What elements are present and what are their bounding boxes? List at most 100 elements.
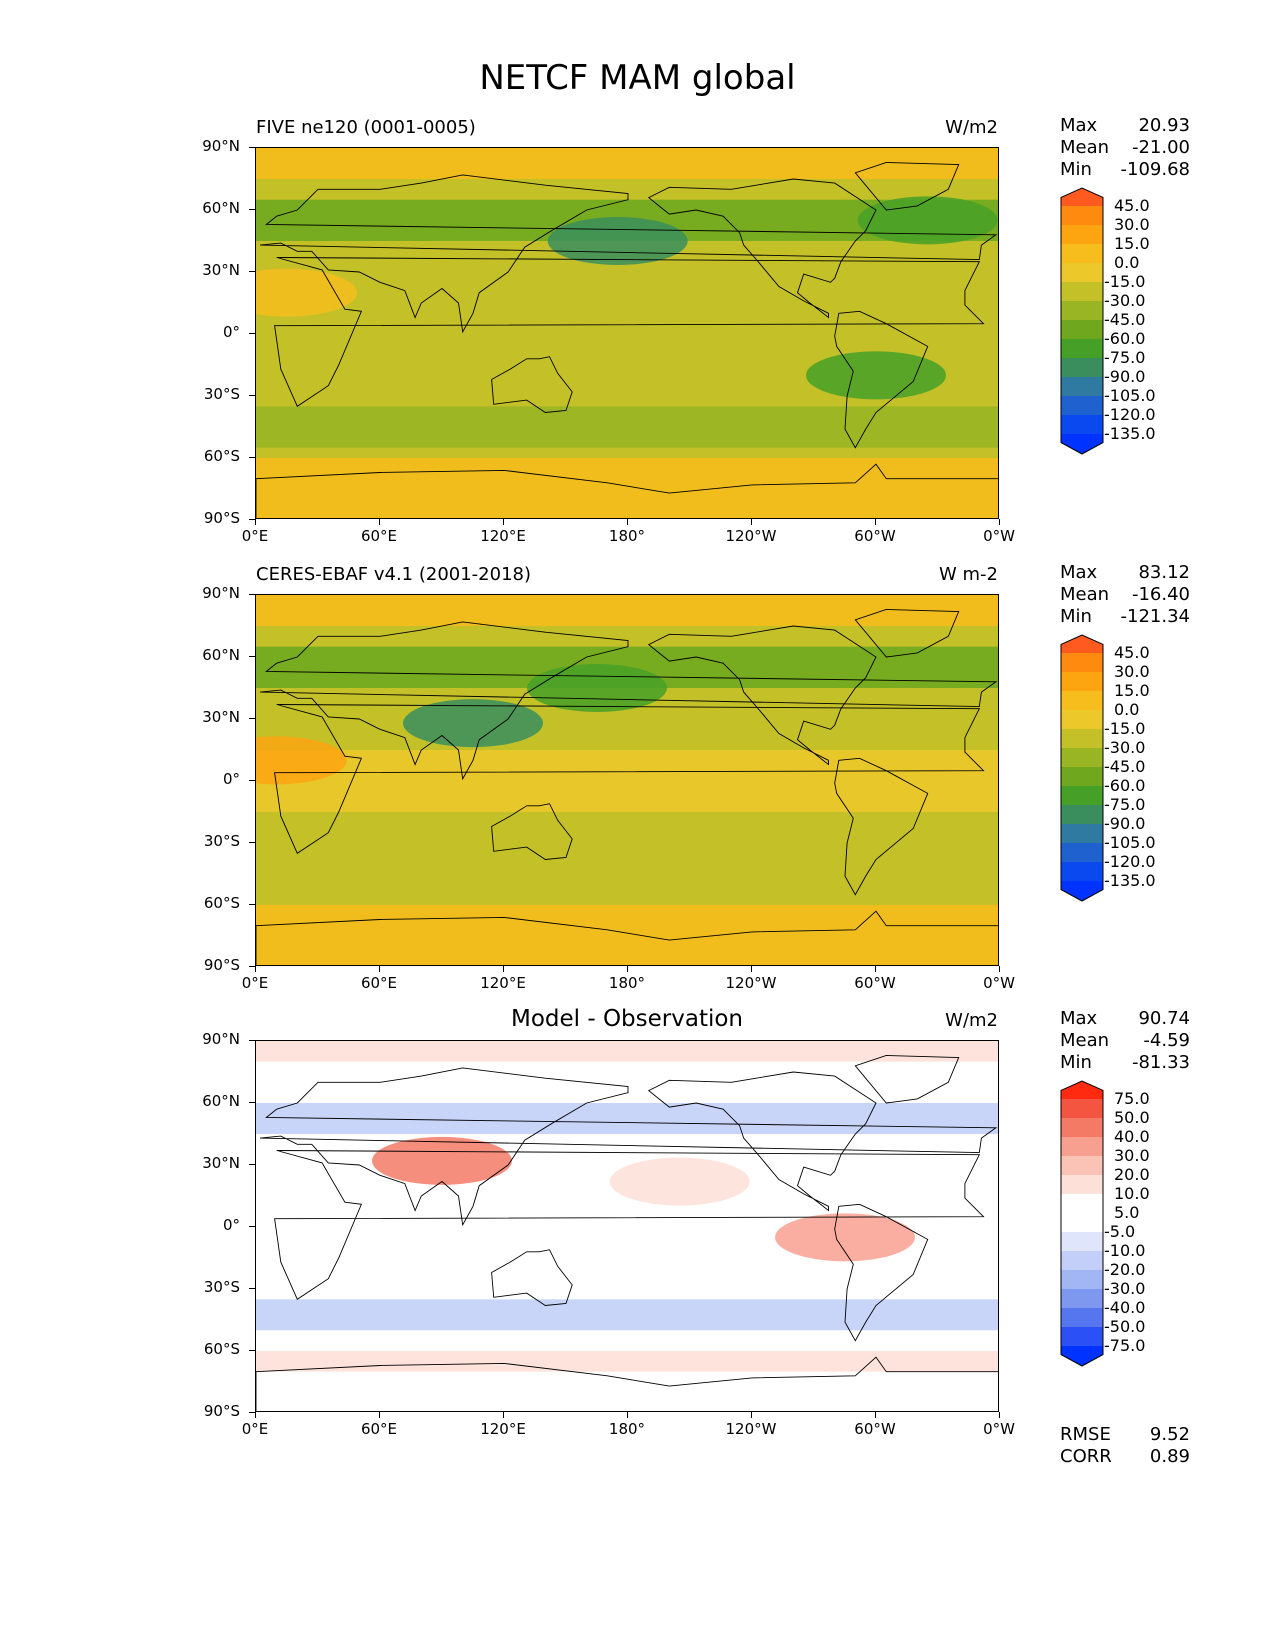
y-tick-label: 90°N [202,584,240,602]
coastline-antarctica [256,463,998,518]
x-tick-label: 120°E [480,1420,526,1438]
stats-box: Max 90.74 Mean -4.59 Min -81.33 [1060,1008,1190,1074]
colorbar-label: -135.0 [1104,424,1156,443]
colorbar-label: 50.0 [1114,1108,1150,1127]
y-tick-mark [249,1350,255,1351]
metric-row: CORR 0.89 [1060,1446,1190,1468]
metrics-box: RMSE 9.52 CORR 0.89 [1060,1424,1190,1468]
x-tick-mark [751,966,752,972]
colorbar-label: 15.0 [1114,681,1150,700]
x-tick-mark [379,1412,380,1418]
y-tick-mark [249,457,255,458]
y-tick-label: 60°S [203,894,240,912]
colorbar-segment [1061,263,1103,282]
y-tick-mark [249,1226,255,1227]
colorbar-label: 40.0 [1114,1127,1150,1146]
stat-label: Min [1060,606,1092,627]
colorbar-label: -15.0 [1104,272,1146,291]
colorbar-label: 20.0 [1114,1165,1150,1184]
coastline-africa [274,1150,985,1300]
y-tick-mark [249,842,255,843]
y-tick-label: 90°N [202,1030,240,1048]
colorbar-segment [1061,748,1103,767]
x-tick-mark [255,519,256,525]
y-tick-mark [249,333,255,334]
colorbar-label: -50.0 [1104,1317,1146,1336]
colorbar-segment [1061,1232,1103,1251]
colorbar-label: -90.0 [1104,367,1146,386]
y-tick-mark [249,271,255,272]
coastline-africa [274,704,985,854]
x-tick-label: 120°W [725,974,777,992]
x-tick-mark [503,966,504,972]
colorbar-segment [1061,358,1103,377]
field-band [256,1103,998,1134]
colorbar-segment [1061,320,1103,339]
colorbar-label: 30.0 [1114,662,1150,681]
field-band [256,148,998,179]
stat-row: Max 83.12 [1060,562,1190,584]
field-anomaly [403,699,543,748]
colorbar-label: -20.0 [1104,1260,1146,1279]
y-tick-mark [249,656,255,657]
colorbar-segment [1061,415,1103,434]
colorbar-segment [1061,786,1103,805]
map-plot [255,1040,999,1412]
colorbar-segment [1061,1099,1103,1118]
metric-value: 0.89 [1149,1446,1190,1467]
y-tick-mark [249,1040,255,1041]
y-tick-label: 90°S [203,956,240,974]
x-tick-mark [627,1412,628,1418]
coastline-eurasia [260,621,998,781]
colorbar-label: -5.0 [1104,1222,1136,1241]
panel-title: CERES-EBAF v4.1 (2001-2018) [256,564,532,585]
colorbar-label: -30.0 [1104,1279,1146,1298]
colorbar-outline [1060,187,1104,455]
field-band [256,1041,998,1062]
field-band [256,905,998,965]
colorbar-label: 75.0 [1114,1089,1150,1108]
coastline-greenland [854,162,960,211]
colorbar-label: -30.0 [1104,738,1146,757]
colorbar-label: -105.0 [1104,833,1156,852]
coastline-samerica [834,310,929,449]
colorbar-segment [1061,672,1103,691]
x-tick-mark [751,519,752,525]
colorbar-segment [1061,244,1103,263]
y-tick-label: 30°S [203,832,240,850]
colorbar-label: -45.0 [1104,757,1146,776]
colorbar-segment [1061,339,1103,358]
colorbar [1060,634,1104,902]
colorbar-segment [1061,729,1103,748]
colorbar-segment [1061,434,1103,454]
coastline-australia [491,356,573,413]
y-tick-label: 60°N [202,1092,240,1110]
colorbar-segment [1061,1289,1103,1308]
x-tick-label: 0°E [241,1420,269,1438]
coastline-namerica [647,1071,877,1212]
stat-value: -109.68 [1120,159,1190,180]
x-tick-mark [751,1412,752,1418]
colorbar-label: -120.0 [1104,852,1156,871]
colorbar-label: 30.0 [1114,215,1150,234]
field-band [256,1351,998,1372]
stats-box: Max 83.12 Mean -16.40 Min -121.34 [1060,562,1190,628]
stat-label: Min [1060,1052,1092,1073]
colorbar-segment [1061,1137,1103,1156]
colorbar-segment [1061,1308,1103,1327]
field-band [256,750,998,812]
coastline-greenland [854,609,960,658]
x-tick-label: 0°E [241,527,269,545]
field-band [256,1299,998,1331]
x-tick-mark [875,1412,876,1418]
y-tick-label: 60°N [202,199,240,217]
y-tick-mark [249,904,255,905]
colorbar-segment [1061,710,1103,729]
y-tick-mark [249,1412,255,1413]
panel-title: FIVE ne120 (0001-0005) [256,117,476,138]
coastline-samerica [834,757,929,896]
figure-title: NETCF MAM global [479,58,796,98]
x-tick-label: 180° [608,974,646,992]
map-plot [255,147,999,519]
x-tick-label: 60°E [360,1420,398,1438]
